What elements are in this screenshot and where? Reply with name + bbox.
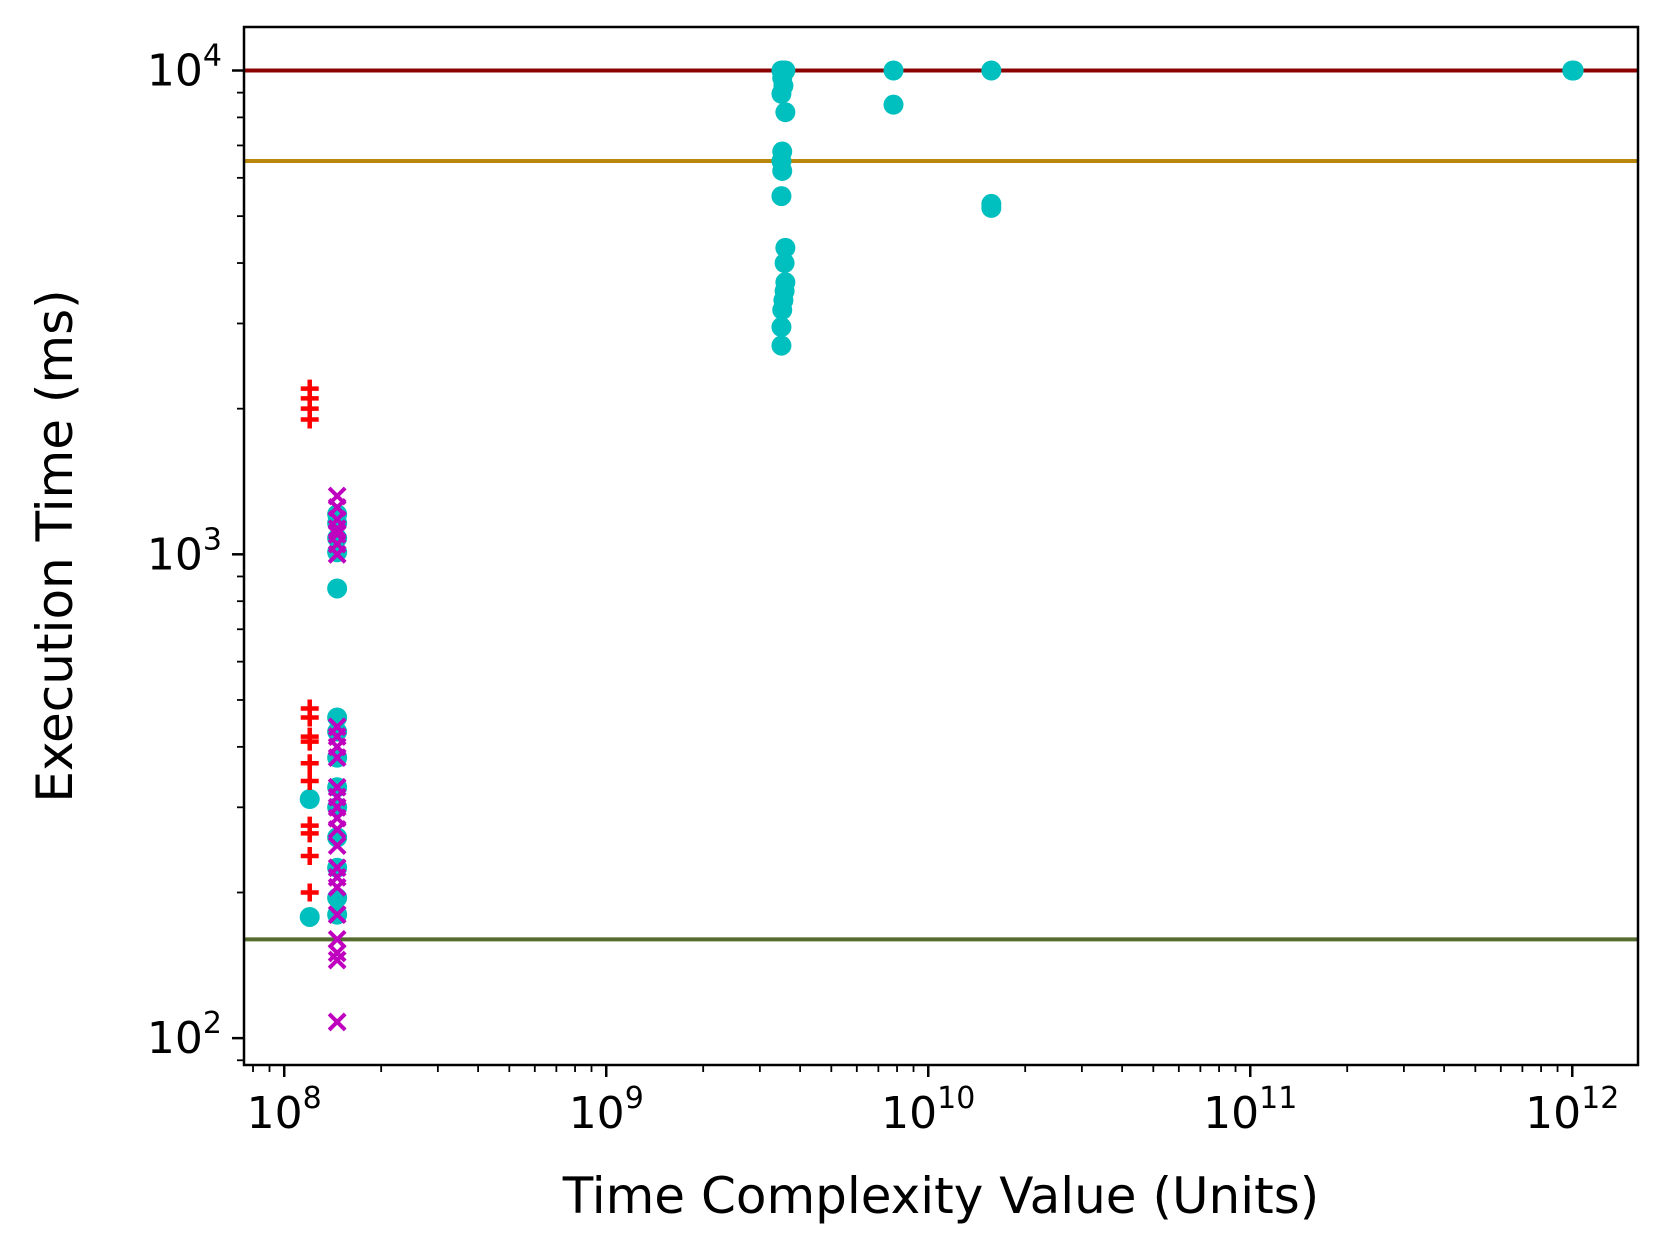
circles-point-7 (327, 578, 348, 599)
x-point-7 (327, 544, 347, 564)
circles-point-2 (299, 906, 320, 927)
circles-point-40 (981, 197, 1002, 218)
x-point-4 (327, 519, 347, 539)
reference-lines (244, 68, 1638, 942)
circles-point-1 (299, 789, 320, 810)
x-point-11 (327, 748, 347, 768)
x-tick-label: 1011 (1203, 1081, 1297, 1139)
circles-point-28 (775, 237, 796, 258)
circles-point-22 (771, 83, 792, 104)
plus-point-13 (300, 846, 319, 865)
x-point-24 (327, 950, 347, 970)
x-point-25 (327, 1012, 347, 1032)
circles-point-9 (327, 721, 348, 742)
x-point-22 (327, 929, 347, 949)
circles-point-34 (771, 317, 792, 338)
circles-point-26 (772, 160, 793, 181)
y-axis-label: Execution Time (ms) (26, 289, 84, 802)
circles-point-37 (883, 94, 904, 115)
circles-point-23 (775, 102, 796, 123)
plot-frame (242, 25, 1640, 1067)
circles-point-42 (1563, 60, 1584, 81)
circles-point-27 (771, 186, 792, 207)
x-point-23 (327, 943, 347, 963)
y-tick-label: 103 (147, 522, 222, 580)
x-axis-ticks: 108 109 1010 1011 1012 (247, 1065, 1619, 1139)
plus-point-10 (300, 771, 319, 790)
x-tick-label: 1012 (1525, 1081, 1619, 1139)
x-point-21 (327, 905, 347, 925)
x-point-17 (327, 836, 347, 856)
x-point-16 (327, 820, 347, 839)
x-point-20 (327, 877, 347, 897)
x-tick-label: 108 (247, 1081, 322, 1139)
plus-point-9 (300, 754, 319, 773)
circles-point-29 (774, 253, 795, 274)
y-tick-label: 102 (147, 1006, 222, 1064)
circles-point-38 (981, 60, 1002, 81)
y-axis-ticks: 102 103 104 (147, 38, 244, 1064)
circles-point-36 (883, 60, 904, 81)
plus-point-14 (300, 883, 319, 902)
circles-point-33 (772, 299, 793, 320)
circles-point-35 (771, 335, 792, 356)
x-axis-label: Time Complexity Value (Units) (562, 1167, 1320, 1225)
plus-point-8 (300, 732, 319, 751)
plus-point-4 (300, 410, 319, 429)
plus-point-12 (300, 824, 319, 843)
x-tick-label: 1010 (881, 1081, 975, 1139)
plus-point-6 (300, 708, 319, 727)
data-points (299, 60, 1584, 1032)
y-tick-label: 104 (147, 38, 222, 96)
x-tick-label: 109 (569, 1081, 644, 1139)
